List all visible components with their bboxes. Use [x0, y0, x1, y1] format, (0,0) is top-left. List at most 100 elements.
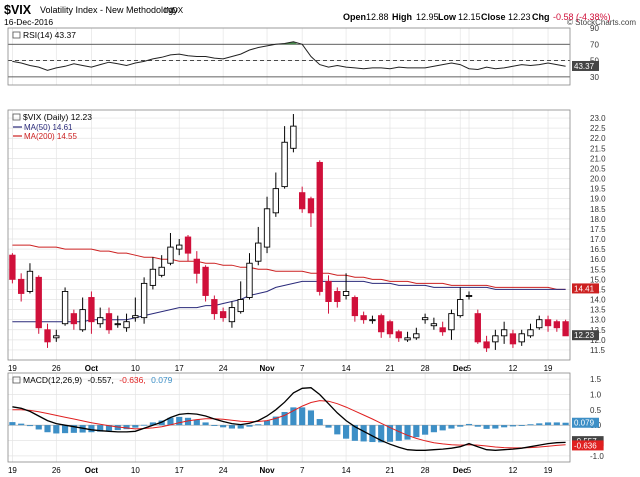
brand-label: © StockCharts.com: [567, 18, 636, 27]
ma50-legend-text: MA(50) 14.61: [24, 123, 73, 132]
macd-hist-bar-37: [334, 425, 341, 435]
macd-hist-bar-34: [307, 410, 315, 426]
price-xtick-8: 14: [342, 364, 351, 373]
price-xtick-13: 12: [508, 364, 517, 373]
macd-hist-bar-55: [492, 425, 499, 429]
price-xtick-9: 21: [386, 364, 395, 373]
price-xtick-3: 10: [131, 364, 140, 373]
candle-body-63: [562, 321, 569, 337]
price-legend-icon: [12, 113, 21, 121]
open-value: 12.88: [366, 12, 389, 22]
candle-body-41: [369, 319, 376, 322]
macd-hist-bar-20: [184, 417, 192, 426]
macd-hist-bar-12: [114, 425, 121, 431]
macd-signal-badge-bg: [572, 440, 604, 451]
price-ytick-9: 16.0: [590, 255, 606, 264]
price-ytick-23: 23.0: [590, 114, 606, 123]
macd-hist-bar-51: [457, 425, 464, 427]
candle-body-58: [518, 333, 525, 343]
price-ytick-11: 17.0: [590, 235, 606, 244]
macd-hist-bar-57: [509, 425, 516, 427]
price-xtick-6: Nov: [259, 364, 275, 373]
candle-body-1: [17, 278, 25, 294]
symbol-name: Volatility Index - New Methodology: [40, 5, 178, 15]
candle-body-38: [342, 291, 350, 296]
price-ytick-16: 19.5: [590, 185, 606, 194]
macd-xtick-3: 10: [131, 466, 140, 475]
macd-xtick-7: 7: [300, 466, 305, 475]
macd-signal-badge: -0.636: [574, 441, 597, 450]
macd-hist-bar-33: [299, 407, 306, 426]
candle-body-49: [439, 327, 446, 333]
price-ytick-3: 13.0: [590, 316, 606, 325]
candle-body-20: [184, 236, 192, 254]
macd-hist-bar-7: [70, 425, 77, 433]
macd-hist-bar-36: [325, 425, 332, 428]
macd-ytick-4: 1.0: [590, 390, 602, 399]
price-ytick-1: 12.0: [590, 336, 606, 345]
chg-value: -0.58 (-4.38%): [553, 12, 611, 22]
high-value: 12.95: [416, 12, 439, 22]
macd-legend-macd: -0.557,: [87, 375, 113, 385]
candle-body-54: [483, 341, 490, 349]
price-ytick-22: 22.5: [590, 124, 606, 133]
candle-body-37: [334, 291, 341, 302]
macd-hist-bar-18: [167, 417, 174, 426]
macd-hist-bar-0: [9, 422, 16, 426]
macd-legend-text: MACD(12,26,9) -0.557, -0.636, 0.079: [23, 375, 173, 385]
macd-hist-bar-28: [255, 424, 262, 426]
macd-hist-bar-44: [395, 425, 402, 441]
macd-hist-bar-17: [158, 420, 165, 426]
symbol-label: $VIX: [4, 3, 32, 17]
candle-body-55: [492, 335, 499, 343]
macd-hist-bar-1: [18, 423, 25, 426]
price-ytick-0: 11.5: [590, 346, 606, 355]
price-ytick-13: 18.0: [590, 215, 606, 224]
macd-hist-bar-56: [501, 425, 508, 428]
price-xtick-1: 26: [52, 364, 61, 373]
candle-body-61: [544, 319, 552, 327]
price-ma-badge: 14.41: [574, 284, 595, 293]
macd-hist-bar-39: [351, 425, 358, 441]
candle-body-18: [167, 246, 174, 264]
rsi-line: [12, 41, 566, 71]
price-last-badge: 12.23: [574, 331, 595, 340]
macd-hist-bar-58: [518, 425, 525, 426]
macd-hist-bar-62: [553, 422, 560, 426]
macd-hist-bar-46: [413, 425, 420, 438]
price-ytick-5: 14.0: [590, 296, 606, 305]
macd-xtick-12: 5: [467, 466, 472, 475]
macd-xtick-5: 24: [219, 466, 228, 475]
candle-body-51: [457, 299, 464, 317]
macd-xtick-9: 21: [386, 466, 395, 475]
ma50-line: [12, 280, 566, 323]
candle-body-11: [105, 313, 113, 331]
candle-body-40: [360, 315, 367, 321]
macd-hist-bar-16: [149, 422, 156, 426]
candle-body-34: [307, 198, 315, 214]
macd-hist-bar-42: [378, 425, 385, 443]
macd-hist-bar-9: [88, 425, 95, 433]
price-xtick-10: 28: [421, 364, 430, 373]
macd-hist-bar-14: [132, 425, 139, 428]
price-xtick-4: 17: [175, 364, 184, 373]
candle-body-33: [298, 192, 306, 210]
rsi-ytick-3: 90: [590, 24, 599, 33]
candle-body-35: [316, 161, 323, 292]
candle-body-14: [132, 315, 139, 319]
macd-hist-bar-11: [105, 425, 113, 431]
price-ytick-18: 20.5: [590, 164, 606, 173]
macd-hist-bar-59: [527, 424, 534, 426]
macd-ytick-0: -1.0: [590, 452, 604, 461]
macd-hist-bar-13: [123, 425, 130, 430]
candle-body-26: [237, 299, 244, 313]
macd-hist-bar-4: [44, 425, 51, 433]
macd-line: [12, 387, 566, 451]
candle-body-15: [140, 282, 148, 319]
candle-body-44: [395, 331, 402, 339]
candle-body-50: [448, 313, 455, 331]
candle-body-57: [509, 333, 517, 345]
macd-xtick-4: 17: [175, 466, 184, 475]
macd-ytick-3: 0.5: [590, 406, 602, 415]
